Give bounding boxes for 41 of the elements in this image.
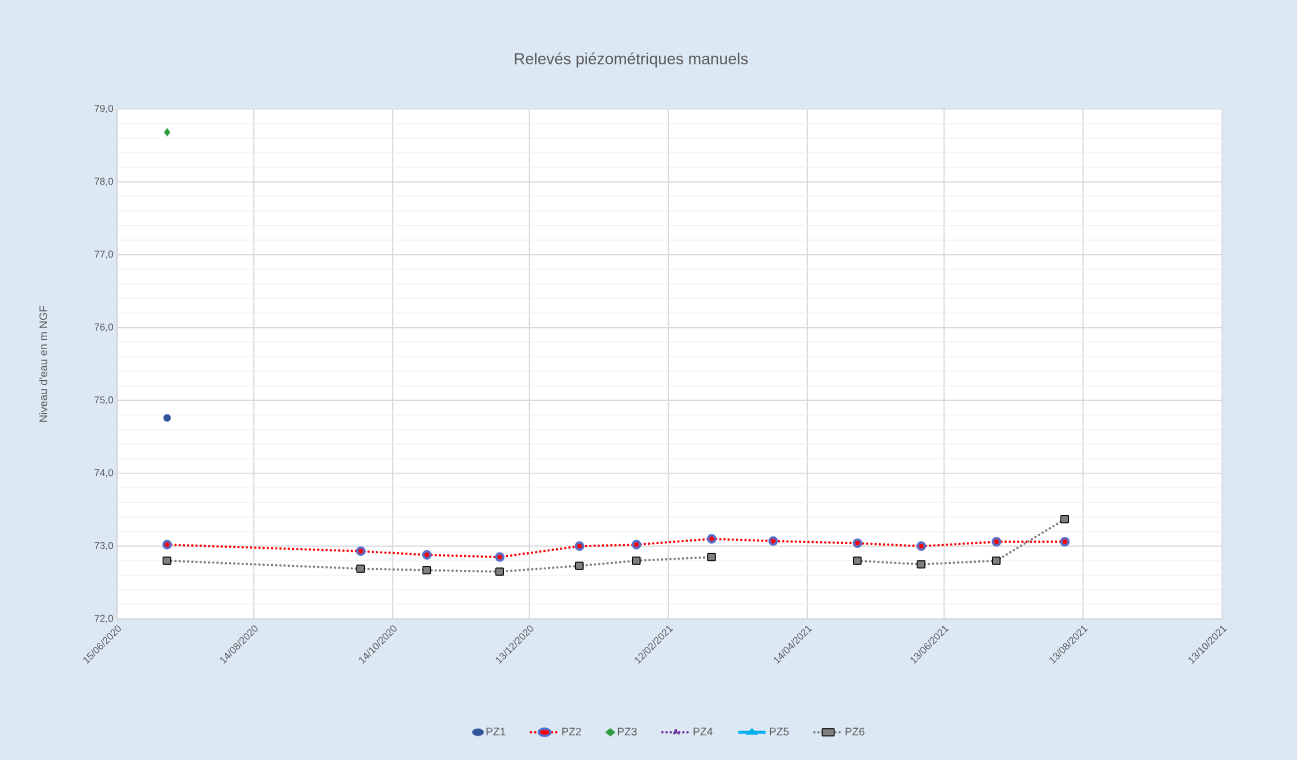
y-tick-label: 79,0 [94, 104, 114, 114]
point [632, 556, 641, 565]
y-tick-label: 72,0 [94, 614, 114, 624]
legend-label: PZ6 [845, 727, 865, 736]
point [917, 560, 926, 569]
point [853, 556, 862, 565]
point [495, 567, 504, 576]
point [706, 534, 717, 544]
point [574, 541, 585, 551]
point [1060, 536, 1070, 547]
y-axis-title: Niveau d'eau en m NGF [39, 305, 48, 422]
legend-label: PZ5 [769, 727, 789, 736]
legend-label: PZ3 [618, 727, 637, 736]
y-tick-label: 74,0 [94, 469, 114, 478]
legend-label: PZ1 [486, 727, 506, 736]
y-tick-label: 75,0 [94, 396, 114, 405]
point [916, 541, 927, 551]
point [356, 564, 365, 573]
point [1060, 515, 1069, 524]
point [163, 128, 171, 137]
y-tick-label: 77,0 [94, 250, 114, 259]
point [991, 536, 1002, 547]
point [992, 556, 1001, 565]
point [575, 561, 584, 570]
point [422, 550, 432, 560]
point [707, 552, 716, 562]
y-tick-label: 78,0 [94, 177, 114, 186]
point [852, 538, 863, 549]
point [422, 566, 431, 575]
point [163, 414, 171, 422]
chart-title: Relevés piézométriques manuels [514, 52, 748, 68]
y-tick-label: 76,0 [94, 323, 114, 332]
point [768, 536, 778, 546]
point [494, 552, 505, 562]
y-tick-label: 73,0 [94, 542, 114, 551]
point [631, 539, 642, 550]
point [162, 539, 172, 550]
legend-label: PZ4 [693, 727, 713, 736]
point [163, 556, 172, 565]
point [356, 546, 366, 557]
legend-label: PZ2 [562, 727, 581, 736]
